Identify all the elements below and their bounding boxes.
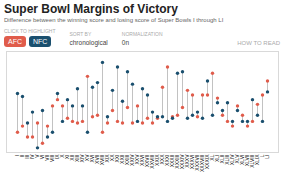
svg-text:XXXV: XXXV bbox=[184, 154, 191, 168]
svg-text:I: I bbox=[14, 154, 21, 156]
svg-text:XVIII: XVIII bbox=[99, 154, 106, 166]
svg-text:VI: VI bbox=[39, 154, 46, 160]
html-text:NORMALIZATION: NORMALIZATION bbox=[121, 31, 163, 37]
svg-text:XXIII: XXIII bbox=[124, 154, 131, 166]
svg-text:LI: LI bbox=[264, 155, 270, 159]
svg-text:XV: XV bbox=[84, 154, 91, 162]
svg-text:XLVIII: XLVIII bbox=[249, 154, 256, 168]
svg-text:XXXIII: XXXIII bbox=[174, 154, 181, 169]
svg-text:II: II bbox=[19, 154, 26, 158]
html-text:Difference between the winning: Difference between the winning score and… bbox=[4, 17, 224, 23]
svg-text:XXXII: XXXII bbox=[169, 154, 176, 168]
html-text:CLICK TO HIGHLIGHT: CLICK TO HIGHLIGHT bbox=[4, 28, 56, 34]
svg-text:XII: XII bbox=[69, 154, 76, 161]
svg-text:X: X bbox=[59, 154, 66, 158]
svg-text:XXV: XXV bbox=[134, 154, 141, 165]
svg-text:XI: XI bbox=[64, 154, 71, 160]
html-text:NFC: NFC bbox=[33, 38, 48, 45]
svg-text:XLIX: XLIX bbox=[254, 154, 261, 166]
svg-text:XLIII: XLIII bbox=[224, 154, 231, 165]
html-text:0n: 0n bbox=[121, 39, 129, 46]
svg-text:XXVIII: XXVIII bbox=[149, 154, 156, 169]
svg-text:XXX: XXX bbox=[159, 154, 166, 165]
svg-text:XXIX: XXIX bbox=[154, 154, 161, 166]
svg-text:III: III bbox=[24, 154, 31, 159]
svg-text:XLIV: XLIV bbox=[229, 154, 236, 166]
svg-text:V: V bbox=[34, 154, 41, 158]
svg-text:XXXVI: XXXVI bbox=[189, 154, 196, 170]
svg-text:IV: IV bbox=[29, 154, 36, 160]
svg-text:XXXIV: XXXIV bbox=[179, 154, 186, 170]
html-text:HOW TO READ: HOW TO READ bbox=[237, 40, 280, 46]
svg-text:XLVI: XLVI bbox=[239, 154, 246, 165]
svg-text:XIV: XIV bbox=[79, 154, 86, 163]
svg-text:XL: XL bbox=[209, 154, 216, 161]
svg-text:XLI: XLI bbox=[214, 154, 221, 162]
svg-text:XX: XX bbox=[109, 154, 116, 162]
svg-text:IX: IX bbox=[54, 154, 61, 160]
svg-text:XXXI: XXXI bbox=[164, 154, 171, 166]
html-text:SORT BY: SORT BY bbox=[69, 31, 92, 37]
svg-text:XXXVIII: XXXVIII bbox=[199, 154, 206, 172]
svg-text:L: L bbox=[259, 154, 266, 158]
svg-text:XXXIX: XXXIX bbox=[204, 154, 211, 170]
svg-text:XXVII: XXVII bbox=[144, 154, 151, 168]
svg-text:XVI: XVI bbox=[89, 154, 96, 163]
svg-text:XLII: XLII bbox=[219, 154, 226, 164]
svg-text:XXVI: XXVI bbox=[139, 154, 146, 166]
svg-text:XLVII: XLVII bbox=[244, 154, 251, 167]
svg-text:XIX: XIX bbox=[104, 154, 111, 163]
html-text:AFC: AFC bbox=[8, 38, 22, 45]
svg-text:VIII: VIII bbox=[49, 154, 56, 162]
svg-text:XXI: XXI bbox=[114, 154, 121, 163]
svg-text:XXII: XXII bbox=[119, 154, 126, 164]
svg-text:XVII: XVII bbox=[94, 154, 101, 164]
svg-text:XXIV: XXIV bbox=[129, 154, 136, 166]
svg-text:XXXVII: XXXVII bbox=[194, 154, 201, 171]
svg-text:VII: VII bbox=[44, 154, 51, 161]
svg-text:XIII: XIII bbox=[74, 154, 81, 162]
svg-text:XLV: XLV bbox=[234, 154, 241, 164]
html-text:chronological: chronological bbox=[69, 39, 108, 46]
html-text:Super Bowl Margins of Victory: Super Bowl Margins of Victory bbox=[4, 2, 178, 16]
